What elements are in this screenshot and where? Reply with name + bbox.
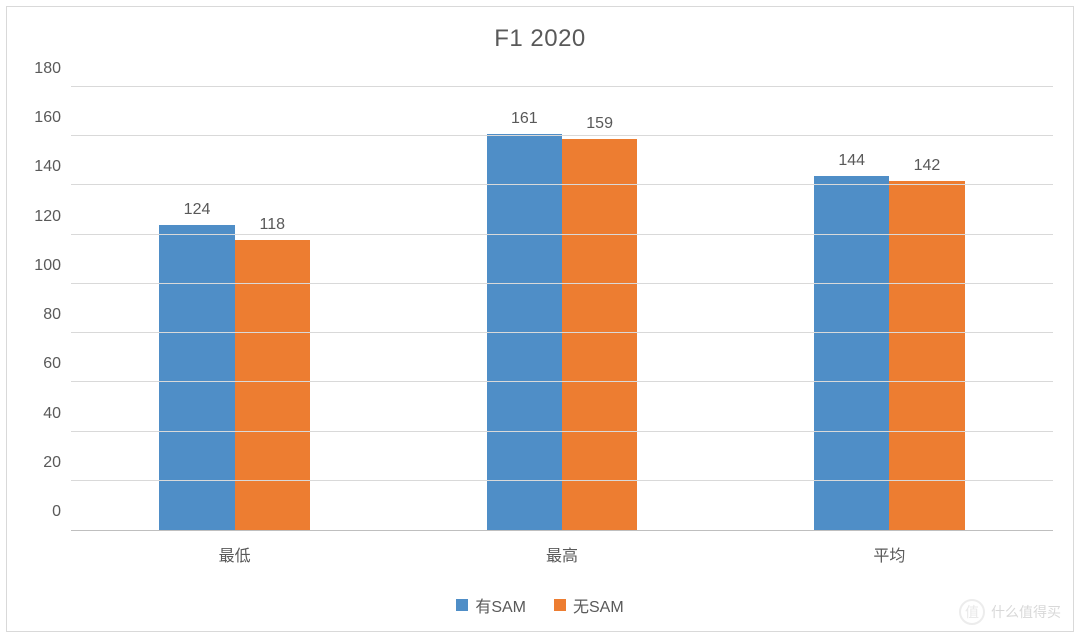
grid-line: [71, 480, 1053, 481]
bar-value-label: 118: [260, 216, 286, 234]
chart-frame: F1 2020 124 118 最低 161 159 最高 144 142 平均 0 20 40 60…: [6, 6, 1074, 632]
bar-value-label: 142: [914, 157, 941, 175]
legend-item: 有SAM: [456, 593, 526, 617]
y-tick-label: 80: [43, 306, 71, 324]
bar-value-label: 124: [184, 201, 211, 219]
chart-title: F1 2020: [7, 25, 1073, 53]
bar-groups: 124118最低161159最高144142平均: [71, 87, 1053, 530]
bar-value-label: 161: [511, 110, 538, 128]
category-label: 最高: [398, 542, 725, 566]
category-label: 最低: [71, 542, 398, 566]
legend-item: 无SAM: [554, 593, 624, 617]
bar: 159: [562, 139, 637, 530]
bar-group: 161159最高: [398, 87, 725, 530]
grid-line: [71, 184, 1053, 185]
legend-swatch-icon: [456, 599, 468, 611]
legend: 有SAM 无SAM: [7, 593, 1073, 617]
bar-value-label: 144: [838, 152, 865, 170]
legend-label: 有SAM: [475, 593, 526, 617]
y-tick-label: 100: [34, 257, 71, 275]
y-tick-label: 40: [43, 405, 71, 423]
grid-line: [71, 381, 1053, 382]
y-tick-label: 120: [34, 208, 71, 226]
grid-line: [71, 135, 1053, 136]
y-tick-label: 0: [52, 503, 71, 521]
grid-line: [71, 86, 1053, 87]
bar: 144: [814, 176, 889, 530]
chart-container: F1 2020 124 118 最低 161 159 最高 144 142 平均 0 20 40 60…: [0, 0, 1080, 638]
y-tick-label: 140: [34, 158, 71, 176]
y-tick-label: 160: [34, 109, 71, 127]
bar: 124: [159, 225, 234, 530]
watermark: 值 什么值得买: [959, 599, 1061, 625]
grid-line: [71, 431, 1053, 432]
bar-group: 124118最低: [71, 87, 398, 530]
legend-label: 无SAM: [573, 593, 624, 617]
legend-swatch-icon: [554, 599, 566, 611]
grid-line: [71, 332, 1053, 333]
category-label: 平均: [726, 542, 1053, 566]
watermark-text: 什么值得买: [991, 602, 1061, 622]
bar-value-label: 159: [586, 115, 613, 133]
plot-area: 124118最低161159最高144142平均 020406080100120…: [71, 87, 1053, 531]
watermark-badge-icon: 值: [959, 599, 985, 625]
grid-line: [71, 283, 1053, 284]
y-tick-label: 20: [43, 454, 71, 472]
y-tick-label: 180: [34, 60, 71, 78]
grid-line: [71, 234, 1053, 235]
bar-group: 144142平均: [726, 87, 1053, 530]
y-tick-label: 60: [43, 355, 71, 373]
